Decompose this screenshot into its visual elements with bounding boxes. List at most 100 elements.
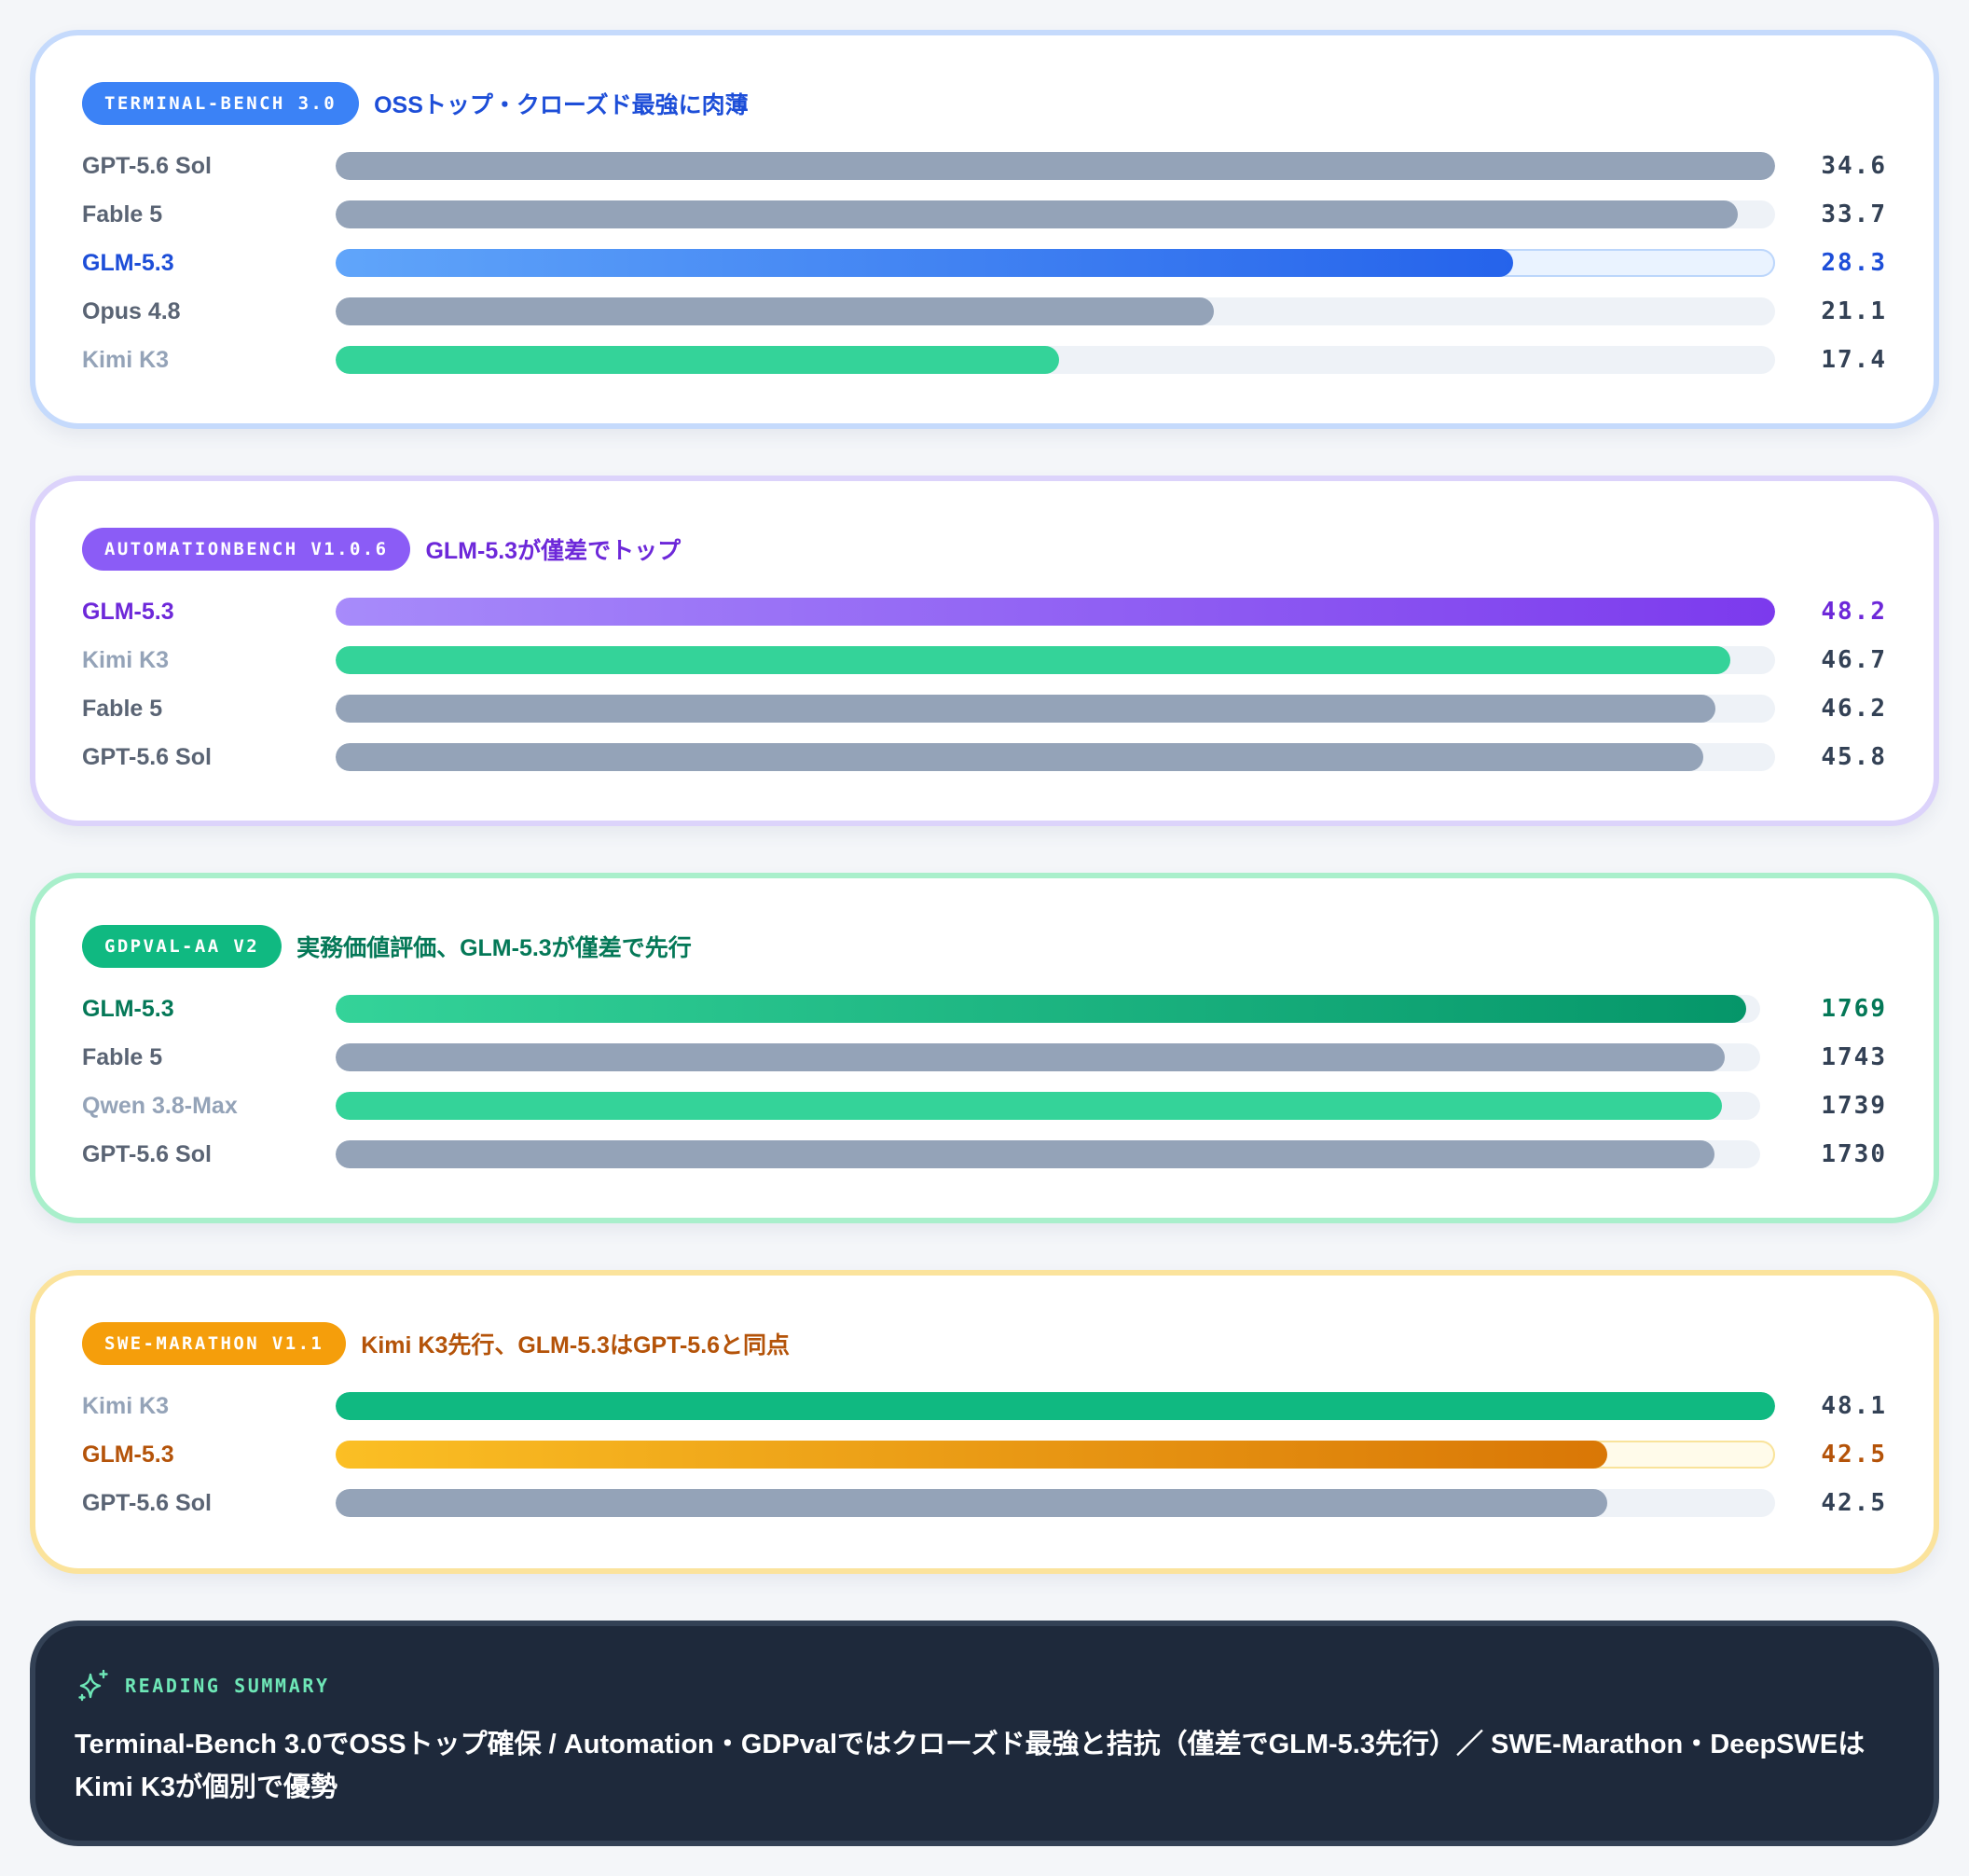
bar-label: GPT-5.6 Sol xyxy=(82,1490,212,1516)
bar-label: Fable 5 xyxy=(82,696,163,722)
benchmark-badge: SWE-MARATHON V1.1 xyxy=(82,1322,347,1365)
bar-row: GPT-5.6 Sol 42.5 xyxy=(35,1484,1934,1522)
bar-row: GPT-5.6 Sol 34.6 xyxy=(35,147,1934,185)
bar-track xyxy=(336,249,1775,277)
benchmark-badge: GDPVAL-AA V2 xyxy=(82,925,282,968)
bar-track xyxy=(336,1489,1775,1517)
swe-marathon-card: SWE-MARATHON V1.1 Kimi K3先行、GLM-5.3はGPT-… xyxy=(30,1270,1939,1574)
bar-row: Kimi K3 46.7 xyxy=(35,641,1934,679)
bar-fill xyxy=(336,1489,1608,1517)
bar-track xyxy=(336,695,1775,723)
reading-summary-panel: READING SUMMARY Terminal-Bench 3.0でOSSトッ… xyxy=(30,1621,1939,1846)
bar-track xyxy=(336,995,1760,1023)
bar-row: Opus 4.8 21.1 xyxy=(35,293,1934,330)
bar-label: GPT-5.6 Sol xyxy=(82,744,212,770)
bar-label: Qwen 3.8-Max xyxy=(82,1093,238,1119)
bar-row: GPT-5.6 Sol 1730 xyxy=(35,1136,1934,1173)
bar-row: GPT-5.6 Sol 45.8 xyxy=(35,738,1934,776)
bar-value-label: 42.5 xyxy=(1821,1441,1887,1469)
bar-value-label: 42.5 xyxy=(1821,1489,1887,1517)
bar-fill xyxy=(336,297,1214,325)
bar-track xyxy=(336,152,1775,180)
bar-track xyxy=(336,1043,1760,1071)
bar-label: Fable 5 xyxy=(82,1044,163,1070)
bar-row: GLM-5.3 1769 xyxy=(35,990,1934,1028)
bar-value-label: 48.2 xyxy=(1821,598,1887,626)
bar-row: Kimi K3 48.1 xyxy=(35,1387,1934,1425)
bar-track xyxy=(336,598,1775,626)
bar-row: Fable 5 46.2 xyxy=(35,690,1934,727)
bar-value-label: 17.4 xyxy=(1821,346,1887,374)
automationbench-card: AUTOMATIONBENCH V1.0.6 GLM-5.3が僅差でトップ GL… xyxy=(30,476,1939,826)
bar-fill xyxy=(336,249,1513,277)
bar-value-label: 45.8 xyxy=(1821,743,1887,771)
bar-label: Kimi K3 xyxy=(82,1393,170,1419)
bar-value-label: 46.2 xyxy=(1821,695,1887,723)
bar-value-label: 48.1 xyxy=(1821,1392,1887,1420)
bar-track xyxy=(336,646,1775,674)
bar-row: Fable 5 1743 xyxy=(35,1039,1934,1076)
bar-fill xyxy=(336,995,1746,1023)
bar-fill xyxy=(336,695,1715,723)
bar-fill xyxy=(336,743,1704,771)
bar-track xyxy=(336,1092,1760,1120)
benchmark-badge: AUTOMATIONBENCH V1.0.6 xyxy=(82,528,411,571)
bar-track xyxy=(336,200,1775,228)
bar-value-label: 1739 xyxy=(1821,1092,1887,1120)
bar-fill xyxy=(336,646,1730,674)
bar-label: GLM-5.3 xyxy=(82,996,174,1022)
bar-value-label: 1769 xyxy=(1821,995,1887,1023)
bar-fill xyxy=(336,346,1060,374)
bar-value-label: 34.6 xyxy=(1821,152,1887,180)
bar-row: GLM-5.3 28.3 xyxy=(35,244,1934,282)
bar-fill xyxy=(336,1392,1775,1420)
bar-track xyxy=(336,346,1775,374)
bar-track xyxy=(336,1392,1775,1420)
bar-label: GLM-5.3 xyxy=(82,599,174,625)
card-headline: GLM-5.3が僅差でトップ xyxy=(425,538,682,564)
bar-track xyxy=(336,297,1775,325)
bar-row: GLM-5.3 42.5 xyxy=(35,1436,1934,1473)
bar-value-label: 28.3 xyxy=(1821,249,1887,277)
bar-fill xyxy=(336,152,1775,180)
bar-row: Fable 5 33.7 xyxy=(35,196,1934,233)
bar-label: GPT-5.6 Sol xyxy=(82,153,212,179)
summary-header: READING SUMMARY xyxy=(75,1667,330,1704)
bar-label: GLM-5.3 xyxy=(82,250,174,276)
card-header: SWE-MARATHON V1.1 Kimi K3先行、GLM-5.3はGPT-… xyxy=(82,1322,790,1365)
bar-fill xyxy=(336,200,1738,228)
card-headline: OSSトップ・クローズド最強に肉薄 xyxy=(374,92,749,118)
bar-label: GLM-5.3 xyxy=(82,1441,174,1468)
bar-row: GLM-5.3 48.2 xyxy=(35,593,1934,630)
bar-value-label: 1743 xyxy=(1821,1043,1887,1071)
bar-value-label: 33.7 xyxy=(1821,200,1887,228)
card-header: TERMINAL-BENCH 3.0 OSSトップ・クローズド最強に肉薄 xyxy=(82,82,749,125)
bar-fill xyxy=(336,1441,1608,1469)
bar-value-label: 46.7 xyxy=(1821,646,1887,674)
bar-label: Kimi K3 xyxy=(82,647,170,673)
bar-label: GPT-5.6 Sol xyxy=(82,1141,212,1167)
bar-label: Opus 4.8 xyxy=(82,298,181,324)
summary-text: Terminal-Bench 3.0でOSSトップ確保 / Automation… xyxy=(75,1730,1866,1802)
summary-label: READING SUMMARY xyxy=(125,1675,330,1697)
bar-track xyxy=(336,1140,1760,1168)
card-headline: Kimi K3先行、GLM-5.3はGPT-5.6と同点 xyxy=(361,1332,791,1359)
bar-row: Kimi K3 17.4 xyxy=(35,341,1934,379)
bar-value-label: 1730 xyxy=(1821,1140,1887,1168)
bar-fill xyxy=(336,1092,1722,1120)
terminal-bench-card: TERMINAL-BENCH 3.0 OSSトップ・クローズド最強に肉薄 GPT… xyxy=(30,30,1939,429)
card-header: AUTOMATIONBENCH V1.0.6 GLM-5.3が僅差でトップ xyxy=(82,528,681,571)
card-header: GDPVAL-AA V2 実務価値評価、GLM-5.3が僅差で先行 xyxy=(82,925,692,968)
sparkle-icon xyxy=(78,1669,108,1702)
benchmark-badge: TERMINAL-BENCH 3.0 xyxy=(82,82,360,125)
bar-track xyxy=(336,1441,1775,1469)
bar-fill xyxy=(336,1140,1715,1168)
card-headline: 実務価値評価、GLM-5.3が僅差で先行 xyxy=(296,935,692,961)
bar-label: Fable 5 xyxy=(82,201,163,228)
bar-label: Kimi K3 xyxy=(82,347,170,373)
bar-fill xyxy=(336,598,1775,626)
bar-fill xyxy=(336,1043,1726,1071)
bar-row: Qwen 3.8-Max 1739 xyxy=(35,1087,1934,1124)
bar-track xyxy=(336,743,1775,771)
gdpval-card: GDPVAL-AA V2 実務価値評価、GLM-5.3が僅差で先行 GLM-5.… xyxy=(30,873,1939,1223)
